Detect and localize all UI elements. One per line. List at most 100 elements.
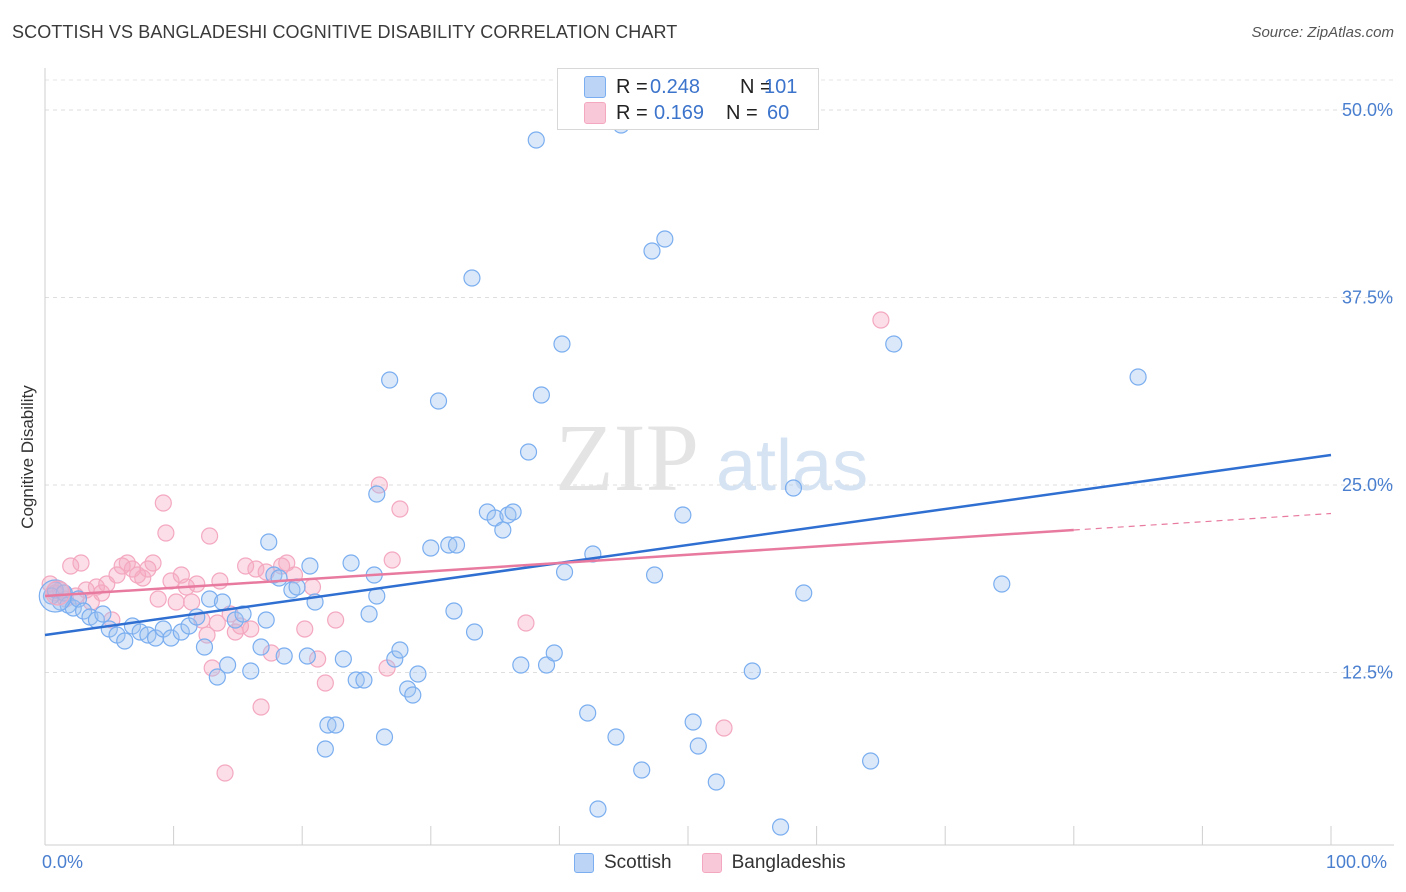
scottish-point <box>404 686 422 704</box>
data-points <box>38 116 1147 836</box>
chart-title: SCOTTISH VS BANGLADESHI COGNITIVE DISABI… <box>12 22 678 42</box>
scottish-point <box>298 647 316 665</box>
bangladeshis-point <box>72 554 90 572</box>
scottish-point <box>553 335 571 353</box>
r-label: R = <box>616 101 648 124</box>
scottish-point <box>94 605 112 623</box>
scottish-swatch <box>584 76 606 98</box>
scottish-point <box>656 230 674 248</box>
scottish-point <box>537 656 556 674</box>
bottom-legend: Scottish Bangladeshis <box>574 852 876 874</box>
bangladeshis-point <box>62 557 80 575</box>
bangladeshis-point <box>242 620 260 638</box>
scottish-point <box>532 386 550 404</box>
scottish-n-value: 101 <box>764 75 798 98</box>
scottish-point <box>342 554 360 572</box>
scottish-point <box>208 668 226 686</box>
bangladeshis-trend-extension <box>1073 512 1332 531</box>
scottish-point <box>429 392 448 410</box>
scottish-point <box>504 503 522 521</box>
bangladeshis-swatch <box>584 102 606 124</box>
watermark-zip: ZIP <box>555 404 699 511</box>
y-tick-label: 37.5% <box>1342 288 1393 308</box>
scottish-point <box>579 704 597 722</box>
bangladeshis-point <box>128 566 147 584</box>
scottish-point <box>885 335 903 353</box>
scottish-point <box>213 593 232 611</box>
bangladeshis-point <box>216 764 234 782</box>
bangladeshis-n-value: 60 <box>767 101 790 124</box>
scottish-point <box>334 650 352 668</box>
axes <box>44 68 1394 846</box>
scottish-point <box>360 605 378 623</box>
scottish-point <box>771 818 790 836</box>
bangladeshis-trend-line <box>44 528 1074 598</box>
scottish-point <box>375 728 394 746</box>
scottish-point <box>674 506 692 524</box>
bangladeshis-point <box>252 698 270 716</box>
scottish-point <box>643 242 661 260</box>
scottish-point <box>607 728 625 746</box>
scottish-point <box>265 566 283 584</box>
legend-item-bangladeshis[interactable]: Bangladeshis <box>701 852 846 874</box>
bangladeshis-point <box>108 566 126 584</box>
bangladeshis-point <box>247 560 265 578</box>
scottish-point <box>242 662 260 680</box>
scottish-point <box>355 671 373 689</box>
scottish-point <box>422 539 440 557</box>
scottish-point <box>743 662 761 680</box>
bangladeshis-point <box>391 500 409 518</box>
scottish-point <box>486 509 504 527</box>
scottish-point <box>555 563 574 581</box>
scottish-point <box>527 131 545 149</box>
bangladeshis-point <box>201 527 219 545</box>
bangladeshis-point <box>183 593 201 611</box>
bangladeshis-point <box>45 580 71 606</box>
bangladeshis-point <box>154 494 172 512</box>
scottish-point <box>162 629 180 647</box>
legend-item-scottish[interactable]: Scottish <box>574 852 672 874</box>
scottish-point <box>74 602 93 620</box>
scottish-point <box>494 521 512 539</box>
scottish-point <box>784 479 803 497</box>
bangladeshis-point <box>157 524 175 542</box>
scottish-r-value: 0.248 <box>650 75 701 98</box>
scottish-point <box>684 713 702 731</box>
scottish-point <box>633 761 651 779</box>
scottish-point <box>234 605 252 623</box>
scottish-point <box>201 590 219 608</box>
bangladeshis-r-value: 0.169 <box>654 101 705 124</box>
bangladeshis-point <box>715 719 733 737</box>
scottish-point <box>589 800 607 818</box>
bangladeshis-point <box>872 311 890 329</box>
scottish-point <box>195 638 214 656</box>
y-tick-labels: 12.5% 25.0% 37.5% 50.0% <box>1342 100 1393 683</box>
scottish-point <box>645 566 664 584</box>
scottish-point <box>862 752 880 770</box>
n-label: N = <box>740 75 772 98</box>
scottish-point <box>327 716 345 734</box>
bangladeshis-point <box>211 572 229 590</box>
scottish-point <box>445 602 463 620</box>
bangladeshis-point <box>303 578 322 596</box>
bangladeshis-point <box>517 614 535 632</box>
bangladeshis-point <box>167 593 185 611</box>
y-tick-label: 50.0% <box>1342 100 1393 120</box>
bangladeshis-point <box>144 554 162 572</box>
scottish-point <box>391 641 409 659</box>
watermark: ZIP atlas <box>555 404 868 511</box>
scottish-point <box>260 533 278 551</box>
bangladeshis-point <box>262 644 280 662</box>
x-tick-label-min: 0.0% <box>42 852 84 872</box>
bangladeshis-point <box>188 575 206 593</box>
scottish-trend-line <box>44 453 1332 637</box>
scottish-legend-swatch <box>574 853 594 873</box>
scottish-point <box>689 737 707 755</box>
y-tick-label: 12.5% <box>1342 663 1393 683</box>
scottish-point <box>270 569 288 587</box>
scottish-point <box>116 632 134 650</box>
scottish-point <box>707 773 725 791</box>
bangladeshis-point <box>309 650 327 668</box>
bangladeshis-point <box>383 551 401 569</box>
